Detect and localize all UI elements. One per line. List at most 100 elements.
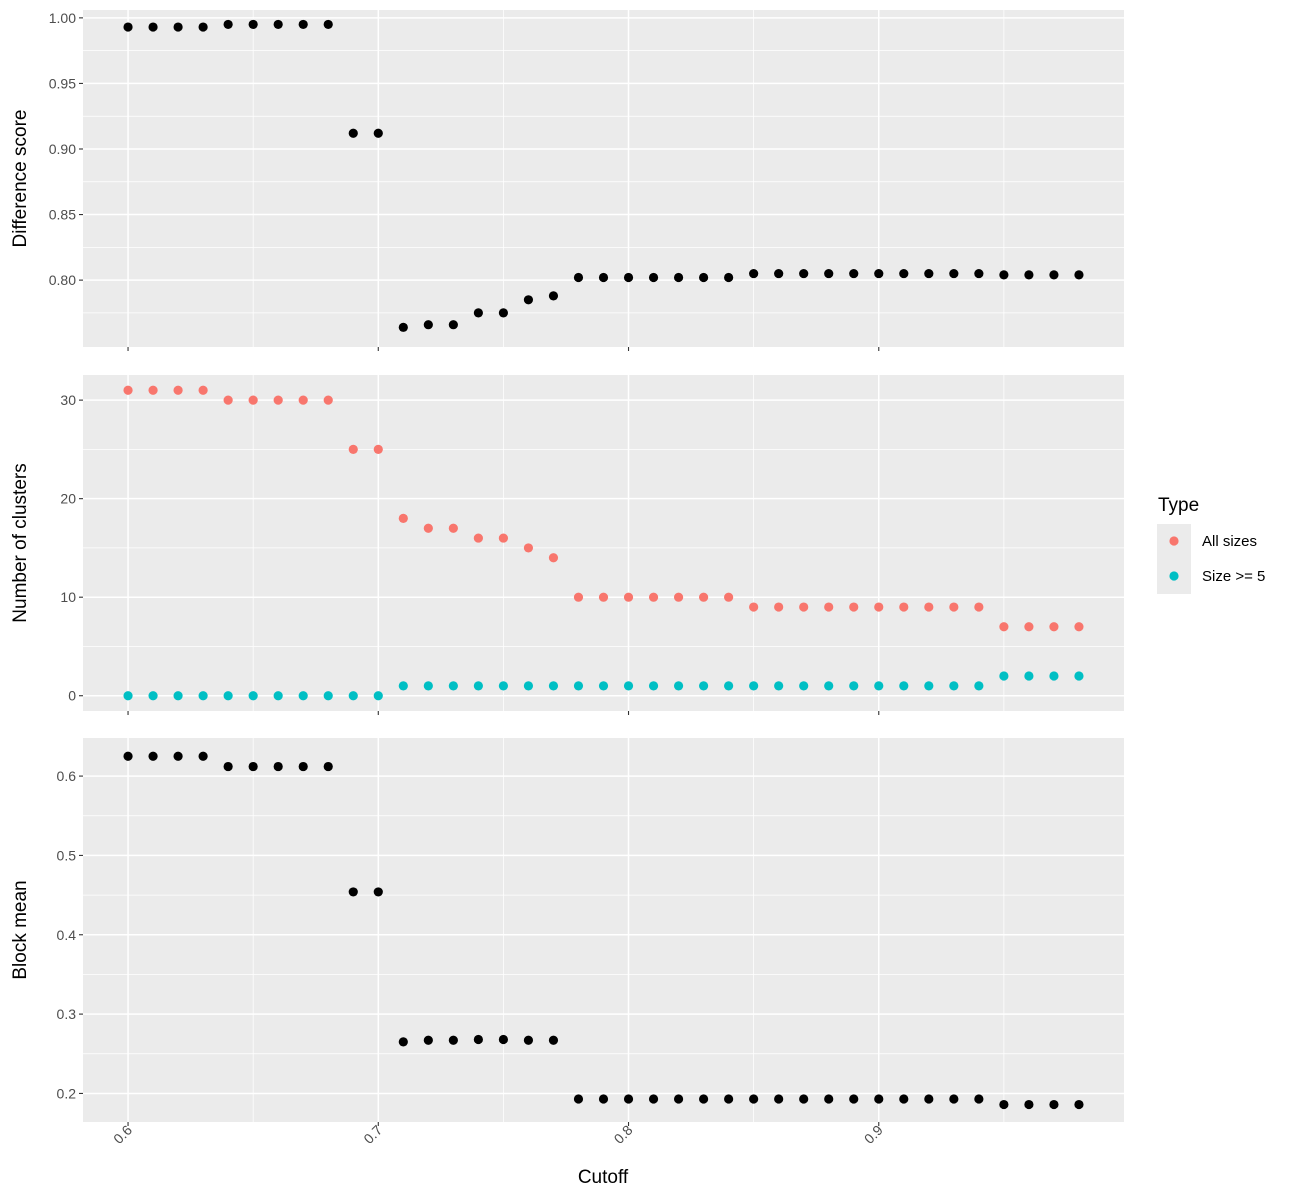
y-tick-label: 30 (60, 392, 76, 408)
data-point (448, 523, 458, 533)
data-point (999, 622, 1009, 632)
data-point (849, 1094, 859, 1104)
data-point (298, 19, 308, 30)
data-point (799, 1094, 809, 1104)
y-tick-label: 0.6 (57, 768, 77, 784)
data-point (749, 681, 759, 691)
data-point (123, 385, 133, 395)
data-point (974, 268, 984, 279)
data-point (523, 295, 534, 305)
data-point (198, 751, 208, 761)
data-point (799, 681, 809, 691)
data-point (824, 1094, 834, 1104)
data-point (673, 592, 684, 602)
panel-background (83, 375, 1124, 711)
legend-label: Size >= 5 (1202, 568, 1265, 585)
y-tick-label: 0.4 (57, 927, 77, 943)
data-point (598, 1094, 609, 1104)
data-point (698, 592, 709, 602)
y-tick-label: 0.2 (57, 1085, 77, 1101)
data-point (423, 320, 433, 330)
legend-title: Type (1158, 495, 1199, 516)
data-point (523, 543, 534, 553)
panel-background (83, 10, 1124, 347)
data-point (398, 513, 408, 523)
data-point (448, 681, 458, 691)
legend-key (1169, 536, 1179, 546)
data-point (348, 887, 358, 897)
y-tick-label: 0.85 (49, 207, 76, 223)
data-point (749, 602, 759, 612)
data-point (1049, 270, 1059, 280)
data-point (498, 308, 509, 318)
x-tick-label: 0.8 (611, 1122, 636, 1147)
data-point (824, 681, 834, 691)
data-point (1024, 1099, 1034, 1110)
data-point (724, 1094, 734, 1104)
data-point (924, 1094, 934, 1104)
panels-layer: 0.80 0.85 0.90 0.95 1.00 Difference score 0 10 2… (10, 10, 1124, 1147)
data-point (148, 691, 158, 701)
data-point (198, 385, 208, 395)
data-point (673, 1094, 684, 1104)
data-point (273, 761, 283, 772)
data-point (623, 592, 634, 602)
data-point (874, 681, 884, 691)
data-point (223, 691, 233, 701)
data-point (949, 1094, 959, 1104)
data-point (899, 602, 909, 612)
y-tick-label: 0.95 (49, 75, 76, 91)
data-point (123, 691, 133, 701)
data-point (673, 272, 684, 283)
data-point (373, 128, 383, 138)
data-point (849, 681, 859, 691)
data-point (348, 691, 358, 701)
data-point (623, 272, 634, 283)
data-point (473, 1034, 483, 1045)
data-point (598, 681, 609, 691)
y-tick-label: 0.5 (57, 847, 77, 863)
data-point (373, 444, 383, 454)
y-tick-label: 20 (60, 491, 76, 507)
data-point (273, 691, 283, 701)
data-point (774, 1094, 784, 1104)
data-point (623, 1094, 634, 1104)
legend-label: All sizes (1202, 533, 1257, 550)
data-point (949, 268, 959, 279)
legend-key-background (1157, 524, 1191, 594)
data-point (373, 691, 383, 701)
data-point (473, 681, 483, 691)
data-point (648, 272, 659, 283)
x-tick-labels: 0.6 0.7 0.8 0.9 (110, 1122, 886, 1147)
data-point (173, 751, 183, 761)
series-1 (123, 751, 1084, 1110)
data-point (448, 1035, 458, 1045)
panel-1: 0.80 0.85 0.90 0.95 1.00 Difference score (10, 10, 1124, 351)
data-point (1049, 622, 1059, 632)
data-point (398, 322, 408, 332)
data-point (498, 533, 509, 543)
y-axis-title: Number of clusters (10, 463, 31, 622)
data-point (198, 691, 208, 701)
data-point (298, 761, 308, 772)
data-point (348, 444, 358, 454)
data-point (273, 19, 283, 30)
data-point (824, 268, 834, 279)
data-point (874, 602, 884, 612)
y-tick-label: 10 (60, 589, 76, 605)
data-point (999, 270, 1009, 280)
data-point (223, 395, 233, 405)
data-point (1024, 270, 1034, 280)
x-tick-label: 0.7 (360, 1122, 385, 1147)
panel-2: 0 10 20 30 Number of clusters (10, 375, 1124, 715)
data-point (323, 761, 333, 772)
data-point (1024, 622, 1034, 632)
data-point (849, 268, 859, 279)
data-point (223, 19, 233, 30)
data-point (899, 1094, 909, 1104)
data-point (573, 1094, 584, 1104)
data-point (849, 602, 859, 612)
legend-entries: All sizes Size >= 5 (1169, 533, 1265, 585)
data-point (824, 602, 834, 612)
